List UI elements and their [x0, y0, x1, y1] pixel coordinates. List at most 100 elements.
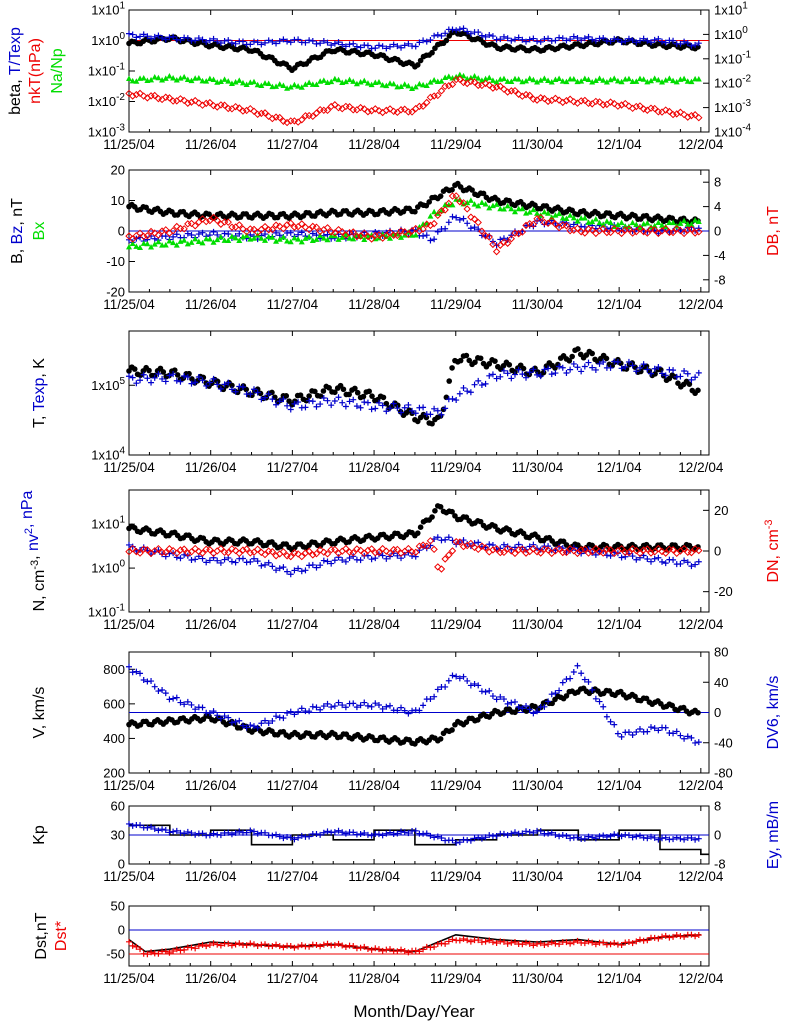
- data-point-117: [556, 363, 563, 370]
- data-point-123: [577, 228, 585, 236]
- data-point-63: [356, 103, 365, 112]
- data-point-103: [503, 544, 512, 553]
- data-point-101: [497, 236, 504, 243]
- data-point-148: [670, 730, 677, 737]
- data-point-144: [655, 935, 662, 942]
- data-point-130: [603, 79, 610, 85]
- data-point-101: [497, 205, 504, 212]
- data-point-137: [629, 940, 636, 947]
- data-point-43: [284, 402, 291, 409]
- data-point-93: [467, 539, 475, 548]
- data-point-75: [401, 42, 408, 49]
- data-point-148: [670, 367, 677, 374]
- data-point-76: [405, 82, 412, 89]
- data-point-149: [673, 225, 681, 233]
- data-point-15: [181, 701, 188, 708]
- data-point-153: [688, 42, 695, 49]
- panel-t: 11/25/04 11/26/04 11/27/04 11/28/04 11/29/04…: [31, 330, 724, 475]
- data-point-61: [350, 829, 357, 836]
- data-point-57: [335, 699, 342, 706]
- data-point-131: [607, 718, 614, 725]
- data-point-49: [306, 233, 313, 240]
- y-axis-label-left: Dst*: [53, 921, 70, 951]
- data-point-132: [611, 939, 618, 946]
- data-point-97: [482, 201, 489, 207]
- x-tick-label: 12/2/04: [678, 778, 724, 793]
- data-point-8: [155, 370, 162, 377]
- data-point-104: [508, 830, 515, 837]
- data-point-50: [309, 398, 316, 405]
- data-point-106: [514, 546, 523, 554]
- data-point-47: [298, 942, 305, 949]
- data-point-129: [600, 939, 607, 946]
- data-point-33: [247, 41, 254, 48]
- data-point-125: [585, 546, 592, 553]
- data-point-157: [575, 346, 581, 352]
- y-right-tick-label: 1x10-3: [714, 98, 752, 115]
- data-point-111: [533, 548, 541, 556]
- data-point-10: [162, 553, 169, 560]
- data-point-152: [684, 113, 692, 121]
- x-tick-label: 11/30/04: [512, 778, 564, 793]
- data-point-177: [632, 693, 638, 700]
- y-right-tick-label: -8: [714, 857, 726, 872]
- data-point-43: [284, 38, 291, 45]
- data-point-82: [427, 36, 434, 43]
- data-point-104: [508, 375, 515, 382]
- data-point-150: [677, 220, 684, 226]
- data-point-41: [276, 113, 284, 122]
- data-point-119: [563, 37, 570, 44]
- data-point-73: [394, 948, 401, 955]
- data-point-154: [566, 357, 573, 364]
- data-point-72: [390, 400, 397, 407]
- data-point-0: [125, 232, 133, 240]
- x-tick-label: 11/26/04: [185, 137, 237, 152]
- data-point-64: [361, 829, 368, 836]
- data-point-132: [610, 99, 618, 108]
- data-point-10: [162, 690, 169, 697]
- y-left-tick-label: -10: [106, 254, 125, 269]
- data-point-110: [530, 206, 537, 213]
- data-point-133: [614, 227, 622, 235]
- data-point-57: [335, 554, 342, 561]
- data-point-39: [269, 38, 276, 45]
- data-point-87: [445, 199, 453, 208]
- data-point-6: [147, 227, 155, 236]
- data-point-105: [511, 208, 518, 215]
- data-point-137: [629, 362, 636, 369]
- data-point-141: [644, 556, 651, 563]
- data-point-129: [600, 35, 607, 42]
- data-point-46: [295, 83, 302, 89]
- series-blue: [126, 25, 702, 52]
- data-point-29: [232, 829, 239, 836]
- data-point-104: [508, 78, 515, 84]
- data-point-99: [489, 546, 497, 554]
- data-point-80: [420, 404, 427, 411]
- data-point-44: [287, 571, 294, 578]
- data-point-114: [545, 698, 552, 705]
- data-point-84: [366, 388, 372, 395]
- data-point-3: [137, 670, 144, 677]
- data-point-30: [235, 221, 243, 229]
- data-point-132: [611, 721, 618, 728]
- data-point-102: [500, 367, 507, 374]
- x-tick-label: 11/27/04: [267, 778, 319, 793]
- data-point-12: [160, 369, 167, 375]
- data-point-88: [448, 80, 457, 89]
- data-point-75: [401, 404, 408, 411]
- data-point-110: [529, 220, 538, 228]
- data-point-143: [651, 75, 658, 81]
- data-point-62: [353, 232, 360, 238]
- data-point-80: [420, 37, 427, 44]
- data-point-82: [427, 79, 434, 85]
- data-point-98: [486, 74, 493, 81]
- data-point-83: [431, 693, 438, 700]
- data-point-6: [148, 76, 155, 83]
- data-point-127: [592, 695, 599, 702]
- data-point-25: [217, 544, 225, 553]
- data-point-34: [250, 555, 257, 562]
- data-point-102: [500, 75, 507, 82]
- data-point-55: [283, 393, 290, 399]
- data-point-140: [639, 546, 648, 554]
- data-point-106: [429, 420, 435, 427]
